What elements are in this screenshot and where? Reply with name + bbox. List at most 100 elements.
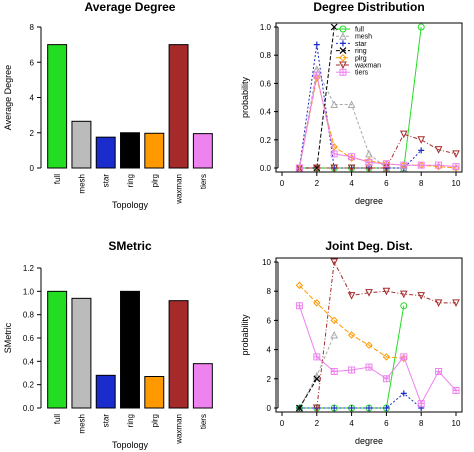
- data-point: [330, 150, 338, 158]
- data-point: [452, 163, 460, 171]
- bar: [71, 120, 92, 169]
- data-point: [382, 353, 391, 361]
- series-line: [299, 285, 404, 359]
- data-point: [452, 299, 460, 307]
- data-point: [365, 289, 373, 297]
- legend-label: waxman: [354, 63, 381, 70]
- data-point: [330, 100, 339, 109]
- data-point: [347, 331, 356, 339]
- data-point: [434, 146, 443, 154]
- legend-label: mesh: [355, 34, 372, 41]
- series-tiers: [295, 302, 460, 408]
- data-point: [452, 386, 460, 394]
- data-point: [417, 23, 425, 31]
- y-tick-label: 0.8: [23, 311, 35, 320]
- bar: [47, 44, 68, 169]
- x-tick-label: waxman: [175, 174, 184, 205]
- legend-marker: [339, 25, 347, 33]
- bar: [95, 374, 116, 409]
- chart-title: Degree Distribution: [313, 0, 424, 14]
- x-tick-label: 8: [419, 179, 424, 188]
- data-point: [295, 281, 304, 290]
- data-point: [313, 41, 320, 48]
- data-point: [313, 74, 321, 82]
- x-tick-label: 10: [452, 419, 461, 428]
- data-point: [365, 158, 373, 166]
- data-point: [400, 390, 407, 397]
- x-tick-label: plrg: [150, 174, 159, 187]
- x-tick-label: ring: [126, 174, 135, 187]
- data-point: [417, 292, 426, 300]
- y-tick-label: 2: [267, 375, 272, 384]
- y-tick-label: 0.6: [260, 79, 272, 88]
- bar: [168, 44, 189, 169]
- data-point: [417, 136, 426, 144]
- y-axis-label: probability: [240, 314, 250, 356]
- chart-title: Joint Deg. Dist.: [325, 239, 412, 253]
- y-tick-label: 1.2: [23, 264, 35, 273]
- data-point: [400, 302, 408, 310]
- y-tick-label: 6: [267, 316, 272, 325]
- legend-label: star: [355, 41, 367, 48]
- y-tick-label: 1.0: [23, 287, 35, 296]
- data-point: [313, 375, 321, 383]
- legend-marker: [339, 54, 347, 62]
- data-point: [348, 405, 355, 411]
- bar: [71, 297, 92, 409]
- chart-title: Average Degree: [85, 0, 176, 14]
- y-tick-label: 8: [30, 23, 35, 32]
- bar: [120, 290, 140, 409]
- x-tick-label: 8: [419, 419, 424, 428]
- series-line: [298, 74, 457, 169]
- plot-frame: [275, 257, 463, 413]
- data-point: [331, 405, 338, 411]
- chart-title: SMetric: [108, 239, 152, 253]
- series-line: [299, 133, 457, 169]
- x-tick-label: waxman: [175, 414, 184, 445]
- data-point: [365, 341, 373, 349]
- x-tick-label: 10: [452, 179, 461, 188]
- data-point: [365, 149, 373, 158]
- data-point: [295, 404, 303, 412]
- x-tick-label: 6: [384, 179, 389, 188]
- plot-frame: [275, 22, 463, 173]
- series-line: [298, 44, 422, 169]
- data-point: [347, 164, 356, 173]
- data-point: [348, 366, 356, 374]
- legend-marker: [339, 47, 347, 55]
- data-point: [295, 164, 303, 172]
- x-tick-label: 4: [349, 179, 354, 188]
- data-point: [435, 368, 443, 375]
- legend-label: tiers: [355, 70, 369, 77]
- y-tick-label: 4: [30, 94, 35, 103]
- data-point: [295, 302, 303, 310]
- data-point: [312, 164, 321, 173]
- y-tick-label: 0.2: [260, 136, 272, 145]
- data-point: [365, 363, 373, 371]
- y-tick-label: 8: [267, 287, 272, 296]
- y-tick-label: 1.0: [260, 23, 272, 32]
- x-axis-label: Topology: [112, 440, 149, 450]
- y-tick-label: 10: [262, 258, 271, 267]
- data-point: [399, 130, 408, 139]
- data-point: [347, 100, 356, 109]
- data-point: [400, 161, 408, 169]
- bar: [192, 133, 213, 169]
- series-line: [299, 392, 422, 409]
- data-point: [434, 299, 443, 307]
- y-tick-label: 6: [30, 58, 35, 67]
- data-point: [417, 161, 425, 169]
- y-tick-label: 0: [30, 164, 35, 173]
- bar: [120, 132, 140, 169]
- data-point: [452, 150, 460, 159]
- series-plrg: [295, 281, 408, 363]
- legend-marker: [339, 61, 347, 70]
- data-point: [399, 290, 408, 299]
- bar: [168, 300, 189, 409]
- series-plrg: [295, 74, 460, 172]
- y-tick-label: 0.0: [23, 404, 35, 413]
- x-axis-label: Topology: [112, 200, 149, 210]
- x-tick-label: full: [53, 414, 62, 424]
- series-line: [298, 334, 335, 409]
